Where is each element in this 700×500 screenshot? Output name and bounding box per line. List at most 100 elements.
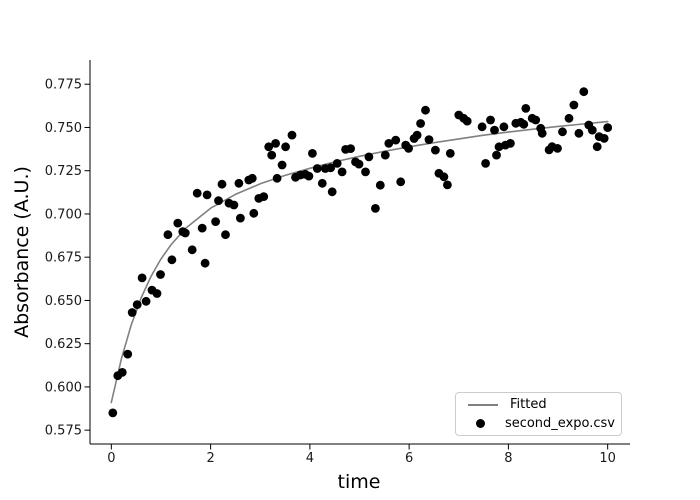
data-point bbox=[421, 105, 430, 115]
x-tick-label: 0 bbox=[107, 451, 115, 466]
data-point bbox=[521, 104, 531, 113]
fitted-line-swatch bbox=[468, 403, 498, 406]
y-axis-label: Absorbance (A.U.) bbox=[11, 166, 33, 338]
data-point bbox=[569, 100, 579, 110]
data-point bbox=[267, 150, 277, 160]
legend: Fitted second_expo.csv bbox=[455, 392, 622, 436]
data-point bbox=[312, 164, 322, 173]
data-point bbox=[587, 125, 597, 135]
data-point bbox=[354, 159, 364, 169]
data-point bbox=[197, 223, 207, 233]
data-point bbox=[127, 308, 137, 317]
y-tick-label: 0.600 bbox=[45, 380, 82, 395]
data-point bbox=[579, 87, 589, 97]
data-point bbox=[380, 150, 390, 160]
data-point bbox=[281, 142, 290, 152]
data-point bbox=[108, 408, 118, 418]
data-point bbox=[214, 196, 223, 206]
y-tick-label: 0.725 bbox=[45, 164, 82, 179]
data-point bbox=[180, 228, 190, 238]
data-point bbox=[137, 273, 147, 283]
data-point bbox=[599, 134, 609, 143]
data-point bbox=[603, 123, 613, 132]
data-point bbox=[396, 177, 406, 187]
data-point bbox=[574, 128, 584, 138]
data-point bbox=[234, 178, 244, 188]
data-point bbox=[229, 200, 239, 210]
data-point bbox=[152, 289, 162, 298]
y-tick-label: 0.650 bbox=[45, 294, 82, 309]
legend-item-fitted: Fitted bbox=[462, 397, 615, 413]
data-point bbox=[477, 122, 487, 132]
data-point bbox=[346, 144, 355, 154]
data-point bbox=[431, 145, 440, 155]
data-point bbox=[156, 270, 165, 279]
data-point bbox=[486, 115, 495, 125]
data-point bbox=[202, 190, 212, 200]
data-point bbox=[272, 173, 282, 183]
x-tick-label: 6 bbox=[405, 451, 413, 466]
x-tick-label: 2 bbox=[206, 451, 214, 466]
data-point bbox=[326, 163, 336, 173]
x-ticks: 0 2 4 6 8 10 bbox=[107, 444, 616, 466]
y-tick-label: 0.625 bbox=[45, 337, 82, 352]
x-tick-label: 10 bbox=[599, 451, 616, 466]
y-tick-label: 0.700 bbox=[45, 207, 82, 222]
data-point bbox=[304, 171, 314, 181]
data-point bbox=[558, 127, 567, 137]
data-point bbox=[247, 173, 257, 183]
data-point bbox=[412, 130, 422, 140]
scatter-points bbox=[108, 87, 613, 418]
data-point bbox=[443, 180, 452, 190]
data-point bbox=[221, 230, 230, 240]
data-point bbox=[424, 135, 434, 145]
data-point bbox=[192, 188, 202, 198]
data-point bbox=[117, 368, 127, 377]
y-tick-label: 0.775 bbox=[45, 78, 82, 93]
data-point bbox=[391, 135, 401, 145]
data-point bbox=[564, 113, 574, 123]
data-point bbox=[308, 149, 317, 158]
data-point bbox=[327, 187, 337, 197]
data-point bbox=[217, 179, 227, 189]
data-point bbox=[481, 159, 490, 168]
legend-label-data: second_expo.csv bbox=[504, 415, 615, 431]
legend-label-fitted: Fitted bbox=[510, 397, 547, 413]
data-point bbox=[141, 296, 151, 306]
data-point bbox=[211, 217, 221, 227]
data-point bbox=[506, 139, 515, 148]
data-point bbox=[200, 258, 210, 268]
data-point bbox=[264, 142, 274, 152]
x-tick-label: 4 bbox=[306, 451, 314, 466]
data-point bbox=[364, 152, 374, 162]
data-point bbox=[332, 159, 342, 168]
data-point bbox=[519, 119, 529, 129]
data-point bbox=[271, 139, 280, 148]
y-tick-label: 0.750 bbox=[45, 121, 82, 136]
data-point bbox=[163, 230, 173, 240]
data-point bbox=[259, 192, 269, 202]
data-marker-swatch bbox=[475, 418, 485, 428]
x-tick-label: 8 bbox=[504, 451, 512, 466]
data-point bbox=[439, 172, 449, 182]
data-point bbox=[490, 125, 499, 135]
data-point bbox=[531, 115, 541, 125]
data-point bbox=[187, 245, 197, 255]
legend-handle-fitted bbox=[468, 403, 498, 406]
y-ticks: 0.575 0.600 0.625 0.650 0.675 0.700 0.725 0.750… bbox=[45, 78, 90, 439]
data-point bbox=[167, 255, 177, 265]
data-point bbox=[317, 178, 327, 188]
data-point bbox=[287, 130, 297, 140]
data-point bbox=[123, 349, 133, 359]
data-point bbox=[173, 218, 183, 228]
data-point bbox=[416, 119, 425, 128]
data-point bbox=[384, 139, 394, 148]
data-point bbox=[249, 208, 259, 218]
data-point bbox=[462, 116, 472, 126]
data-point bbox=[236, 213, 245, 223]
legend-handle-data bbox=[468, 418, 493, 428]
data-point bbox=[499, 122, 509, 132]
data-point bbox=[404, 144, 413, 153]
y-tick-label: 0.575 bbox=[45, 424, 82, 439]
fitted-curve bbox=[110, 120, 609, 404]
